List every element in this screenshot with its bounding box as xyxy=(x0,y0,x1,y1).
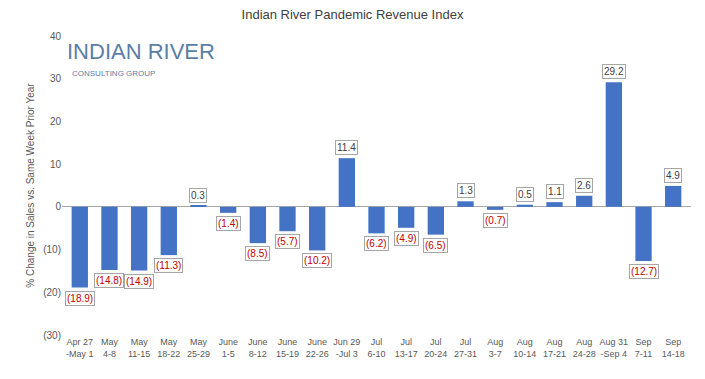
svg-text:(0.7): (0.7) xyxy=(485,215,506,226)
svg-text:(4.9): (4.9) xyxy=(396,233,417,244)
svg-text:CONSULTING GROUP: CONSULTING GROUP xyxy=(72,69,155,78)
svg-text:1.3: 1.3 xyxy=(459,185,473,196)
svg-text:Jun 29-Jul 3: Jun 29-Jul 3 xyxy=(333,337,360,359)
svg-text:Aug3-7: Aug3-7 xyxy=(487,337,503,359)
svg-text:(6.2): (6.2) xyxy=(366,238,387,249)
svg-text:29.2: 29.2 xyxy=(604,66,624,77)
svg-text:May11-15: May11-15 xyxy=(128,337,150,359)
svg-text:4.9: 4.9 xyxy=(666,170,680,181)
svg-text:(18.9): (18.9) xyxy=(67,293,93,304)
svg-text:(10): (10) xyxy=(43,244,61,255)
svg-text:May18-22: May18-22 xyxy=(157,337,180,359)
svg-text:40: 40 xyxy=(50,31,62,42)
svg-text:Jul20-24: Jul20-24 xyxy=(424,337,447,359)
svg-text:Aug 31-Sep 4: Aug 31-Sep 4 xyxy=(600,337,629,359)
svg-text:June1-5: June1-5 xyxy=(218,337,238,359)
svg-text:Apr 27-May 1: Apr 27-May 1 xyxy=(66,337,94,359)
svg-text:30: 30 xyxy=(50,73,62,84)
svg-text:Sep7-11: Sep7-11 xyxy=(635,337,652,359)
svg-text:(11.3): (11.3) xyxy=(156,260,181,271)
svg-text:Jul6-10: Jul6-10 xyxy=(367,337,385,359)
svg-text:0.5: 0.5 xyxy=(518,189,532,200)
svg-text:0.3: 0.3 xyxy=(191,190,205,201)
svg-text:INDIAN RIVER: INDIAN RIVER xyxy=(67,39,215,64)
svg-text:(1.4): (1.4) xyxy=(218,218,239,229)
svg-text:Indian River Pandemic Revenue: Indian River Pandemic Revenue Index xyxy=(242,7,464,22)
svg-text:May25-29: May25-29 xyxy=(187,337,210,359)
svg-text:May4-8: May4-8 xyxy=(101,337,119,359)
svg-text:(12.7): (12.7) xyxy=(631,266,657,277)
svg-text:(14.9): (14.9) xyxy=(126,276,152,287)
svg-text:20: 20 xyxy=(50,116,62,127)
svg-text:June22-26: June22-26 xyxy=(306,337,329,359)
svg-text:1.1: 1.1 xyxy=(548,186,562,197)
svg-text:(20): (20) xyxy=(43,287,61,298)
svg-text:% Change in Sales vs. Same Wee: % Change in Sales vs. Same Week Prior Ye… xyxy=(25,83,36,288)
svg-text:(5.7): (5.7) xyxy=(277,236,298,247)
svg-text:Aug10-14: Aug10-14 xyxy=(513,337,536,359)
svg-text:Sep14-18: Sep14-18 xyxy=(662,337,685,359)
svg-text:Jul27-31: Jul27-31 xyxy=(454,337,477,359)
svg-text:(6.5): (6.5) xyxy=(425,240,446,251)
svg-text:June15-19: June15-19 xyxy=(276,337,299,359)
svg-text:(8.5): (8.5) xyxy=(247,248,268,259)
svg-text:(14.8): (14.8) xyxy=(96,275,122,286)
svg-text:0: 0 xyxy=(55,201,61,212)
svg-text:Jul13-17: Jul13-17 xyxy=(395,337,418,359)
svg-text:10: 10 xyxy=(50,159,62,170)
svg-text:June8-12: June8-12 xyxy=(248,337,268,359)
svg-text:Aug17-21: Aug17-21 xyxy=(543,337,566,359)
svg-text:2.6: 2.6 xyxy=(577,180,591,191)
svg-text:(10.2): (10.2) xyxy=(304,255,330,266)
svg-text:Aug24-28: Aug24-28 xyxy=(573,337,596,359)
svg-text:11.4: 11.4 xyxy=(337,142,356,153)
svg-text:(30): (30) xyxy=(43,330,61,341)
